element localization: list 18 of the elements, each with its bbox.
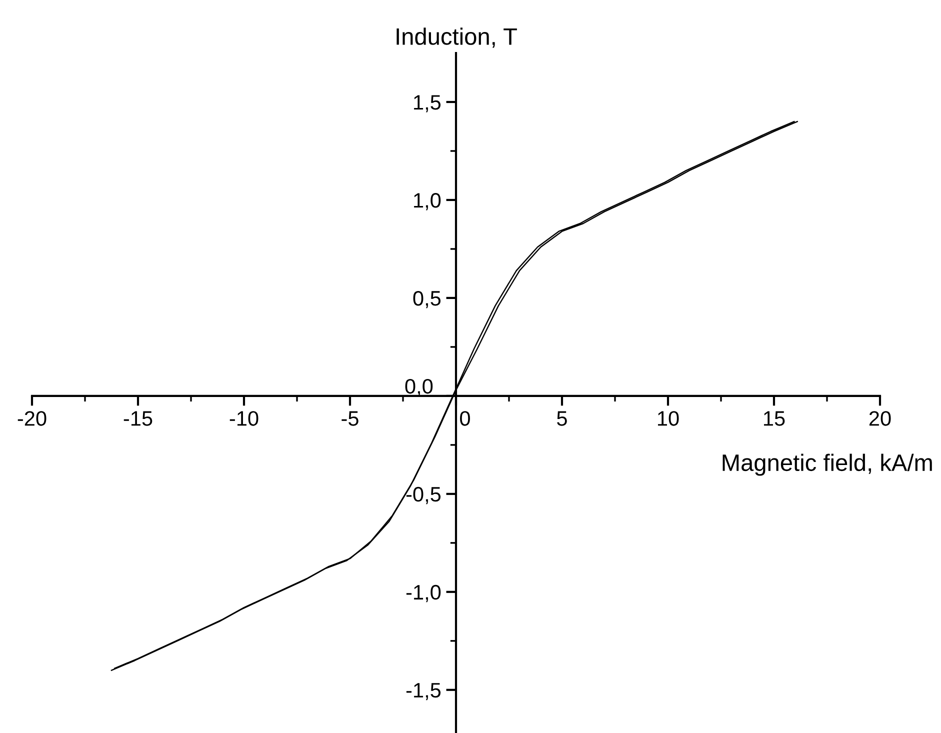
x-tick-label: 15 (764, 411, 785, 426)
x-tick-label: 0 (460, 411, 470, 426)
y-tick-label: -1,5 (406, 683, 441, 700)
x-tick-label: 5 (557, 411, 567, 426)
x-tick-label: -5 (342, 411, 358, 426)
y-tick-label: -0,5 (406, 486, 441, 504)
x-tick-label: 10 (658, 411, 679, 426)
y-tick-label: 1,0 (414, 192, 441, 210)
y-axis-title: Induction, T (396, 28, 517, 48)
x-tick-label: 20 (869, 411, 891, 426)
y-tick-label: 1,5 (414, 95, 441, 112)
x-axis-title: Magnetic field, kA/m (722, 454, 932, 476)
x-tick-label: -20 (18, 411, 46, 426)
y-tick-label: -1,0 (406, 584, 441, 602)
x-tick-label: -10 (230, 411, 258, 426)
y-tick-label: 0,0 (405, 378, 433, 396)
x-tick-label: -15 (124, 411, 152, 426)
y-tick-label: 0,5 (413, 290, 441, 308)
